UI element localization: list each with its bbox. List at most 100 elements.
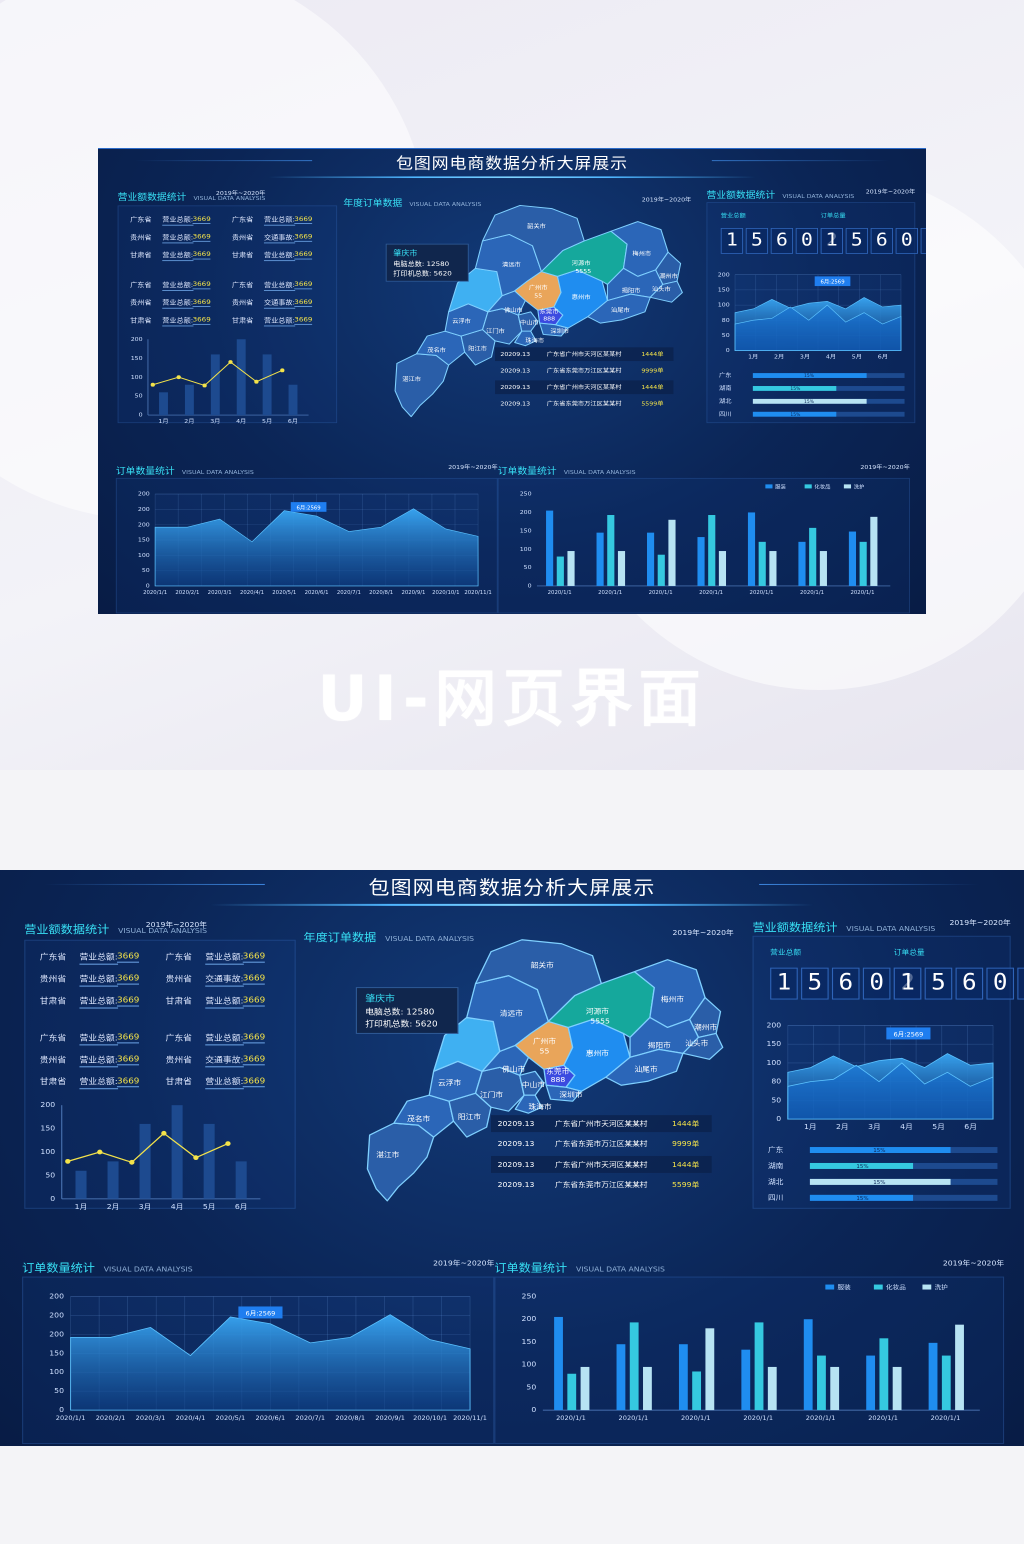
region-label: 广东 [719, 371, 732, 379]
map-city-label: 韶关市 [531, 961, 554, 970]
order-list: 20209.13 广东省广州市天河区某某村 1444单 20209.13 广东省… [491, 1115, 712, 1189]
metric-label: 营业总额: [79, 952, 118, 965]
province-row: 广东省 营业总额: 3669 广东省 营业总额: 3669 [130, 277, 317, 295]
tooltip-box [886, 1027, 931, 1040]
panel-subtitle: VISUAL DATA ANALYSIS [385, 934, 475, 943]
map-region-zhongshan[interactable] [519, 1070, 545, 1096]
metric-value: 3669 [192, 232, 211, 242]
tooltip-text: 6月:2569 [893, 1031, 923, 1039]
metric-value: 3669 [242, 995, 266, 1007]
y-tick-label: 200 [49, 1330, 64, 1339]
map-city-label: 中山市 [520, 319, 539, 327]
map-city-value: 55 [540, 1047, 550, 1056]
x-tick-label: 1月 [804, 1122, 817, 1131]
panel-date: 2019年~2020年 [145, 920, 208, 929]
orders-right-chart: 0 50 100 150 200 250 2020/1/1 2020/1/1 2020/1/1 2… [522, 1283, 980, 1422]
x-tick-label: 2020/1/1 [556, 1415, 586, 1422]
y-tick-label: 50 [524, 564, 532, 571]
order-date: 20209.13 [498, 1160, 535, 1169]
panel-date: 2019年~2020年 [865, 188, 916, 195]
x-tick-label: 2020/1/1 [56, 1415, 86, 1422]
map-region-shanwei[interactable] [587, 293, 651, 324]
x-tick-label: 3月 [868, 1122, 881, 1131]
metric-value: 3669 [294, 280, 313, 290]
x-tick-label: 2020/6/1 [255, 1415, 285, 1422]
title-line-left [44, 883, 265, 885]
map-city-label: 阳江市 [468, 345, 487, 353]
x-tick-label: 2020/1/1 [681, 1415, 711, 1422]
data-point [65, 1158, 71, 1164]
metric-value: 3669 [116, 1032, 140, 1044]
map-city-label: 梅州市 [632, 250, 651, 258]
map-region-shantou[interactable] [649, 280, 683, 303]
map-region-zhanjiang[interactable] [366, 1122, 435, 1202]
map-popup: 肇庆市 电脑总数: 12580 打印机总数: 5620 [355, 987, 459, 1034]
title-line-right [759, 883, 980, 885]
x-tick-label: 2月 [774, 354, 784, 361]
province-table-bottom: 广东省 营业总额: 3669 广东省 营业总额: 3669 贵州省 营业总额: 3669 贵州省交… [130, 277, 317, 330]
province-name: 甘肃省 [165, 1077, 192, 1087]
bar [705, 1328, 715, 1411]
bar [75, 1170, 87, 1199]
y-tick-label: 100 [49, 1368, 64, 1377]
region-progress: 广东 15% 湖南 15% 湖北 15% 四川 15% [719, 371, 905, 418]
bar [678, 1344, 688, 1411]
panel-subtitle: VISUAL DATA ANALYSIS [575, 1265, 665, 1274]
map-region-shantou[interactable] [682, 1032, 724, 1060]
bar [607, 515, 615, 586]
popup-line1: 电脑总数: 12580 [393, 259, 449, 268]
map-region-zhuhai[interactable] [514, 1094, 543, 1114]
legend-swatch [873, 1284, 883, 1290]
progress-fill [752, 398, 867, 404]
panel-subtitle: VISUAL DATA ANALYSIS [193, 194, 266, 202]
x-tick-label: 3月 [210, 418, 220, 425]
map-city-label: 汕尾市 [634, 1065, 657, 1074]
data-point [129, 1159, 135, 1165]
panel-title: 订单数量统计 [494, 1261, 568, 1275]
y-tick-label: 200 [138, 506, 150, 513]
page-caption: UI-网页界面 [317, 662, 707, 735]
y-tick-label: 150 [766, 1040, 781, 1049]
y-tick-label: 50 [45, 1171, 55, 1180]
counter-digit: 6 [831, 967, 860, 1000]
progress-label: 15% [856, 1164, 868, 1170]
y-tick-label: 100 [131, 374, 143, 381]
x-tick-label: 2020/3/1 [208, 590, 232, 596]
x-tick-label: 2020/5/1 [216, 1415, 246, 1422]
legend-swatch [825, 1284, 835, 1290]
map-region-zhuhai[interactable] [514, 330, 537, 347]
x-tick-label: 5月 [852, 354, 862, 361]
map-city-label: 揭阳市 [648, 1041, 671, 1050]
province-row: 贵州省 营业总额: 3669 贵州省 交通事故: 3669 [130, 295, 317, 313]
bar [546, 510, 554, 586]
province-name: 甘肃省 [231, 251, 254, 259]
region-label: 湖南 [719, 384, 732, 392]
order-date: 20209.13 [500, 368, 530, 375]
y-tick-label: 200 [718, 272, 730, 279]
bar [767, 1366, 777, 1411]
map-popup: 肇庆市 电脑总数: 12580 打印机总数: 5620 [385, 243, 469, 282]
title-glow [267, 176, 757, 179]
map-city-label: 阳江市 [458, 1112, 481, 1121]
legend-swatch [843, 484, 852, 489]
y-tick-label: 80 [722, 317, 730, 324]
data-point [97, 1149, 103, 1155]
bar [692, 1371, 702, 1411]
panel-date: 2019年~2020年 [215, 190, 266, 197]
province-name: 广东省 [130, 281, 152, 289]
y-tick-label: 100 [138, 552, 150, 559]
x-tick-label: 2020/7/1 [337, 590, 361, 596]
region-label: 四川 [719, 411, 732, 418]
progress-fill [809, 1162, 914, 1169]
x-tick-label: 5月 [932, 1122, 945, 1131]
orders-total-label: 订单总量 [893, 948, 925, 957]
map-region-shanwei[interactable] [605, 1048, 684, 1086]
revenue-right-panel: 营业额数据统计 VISUAL DATA ANALYSIS 2019年~2020年 … [706, 186, 926, 424]
panel-date: 2019年~2020年 [641, 196, 692, 204]
bar [941, 1355, 951, 1411]
map-city-value: 888 [543, 316, 555, 323]
map-region-zhanjiang[interactable] [394, 353, 450, 418]
panel-subtitle: VISUAL DATA ANALYSIS [782, 193, 855, 200]
map-region-zhongshan[interactable] [517, 311, 539, 332]
order-address: 广东省广州市天河区某某村 [555, 1119, 648, 1128]
